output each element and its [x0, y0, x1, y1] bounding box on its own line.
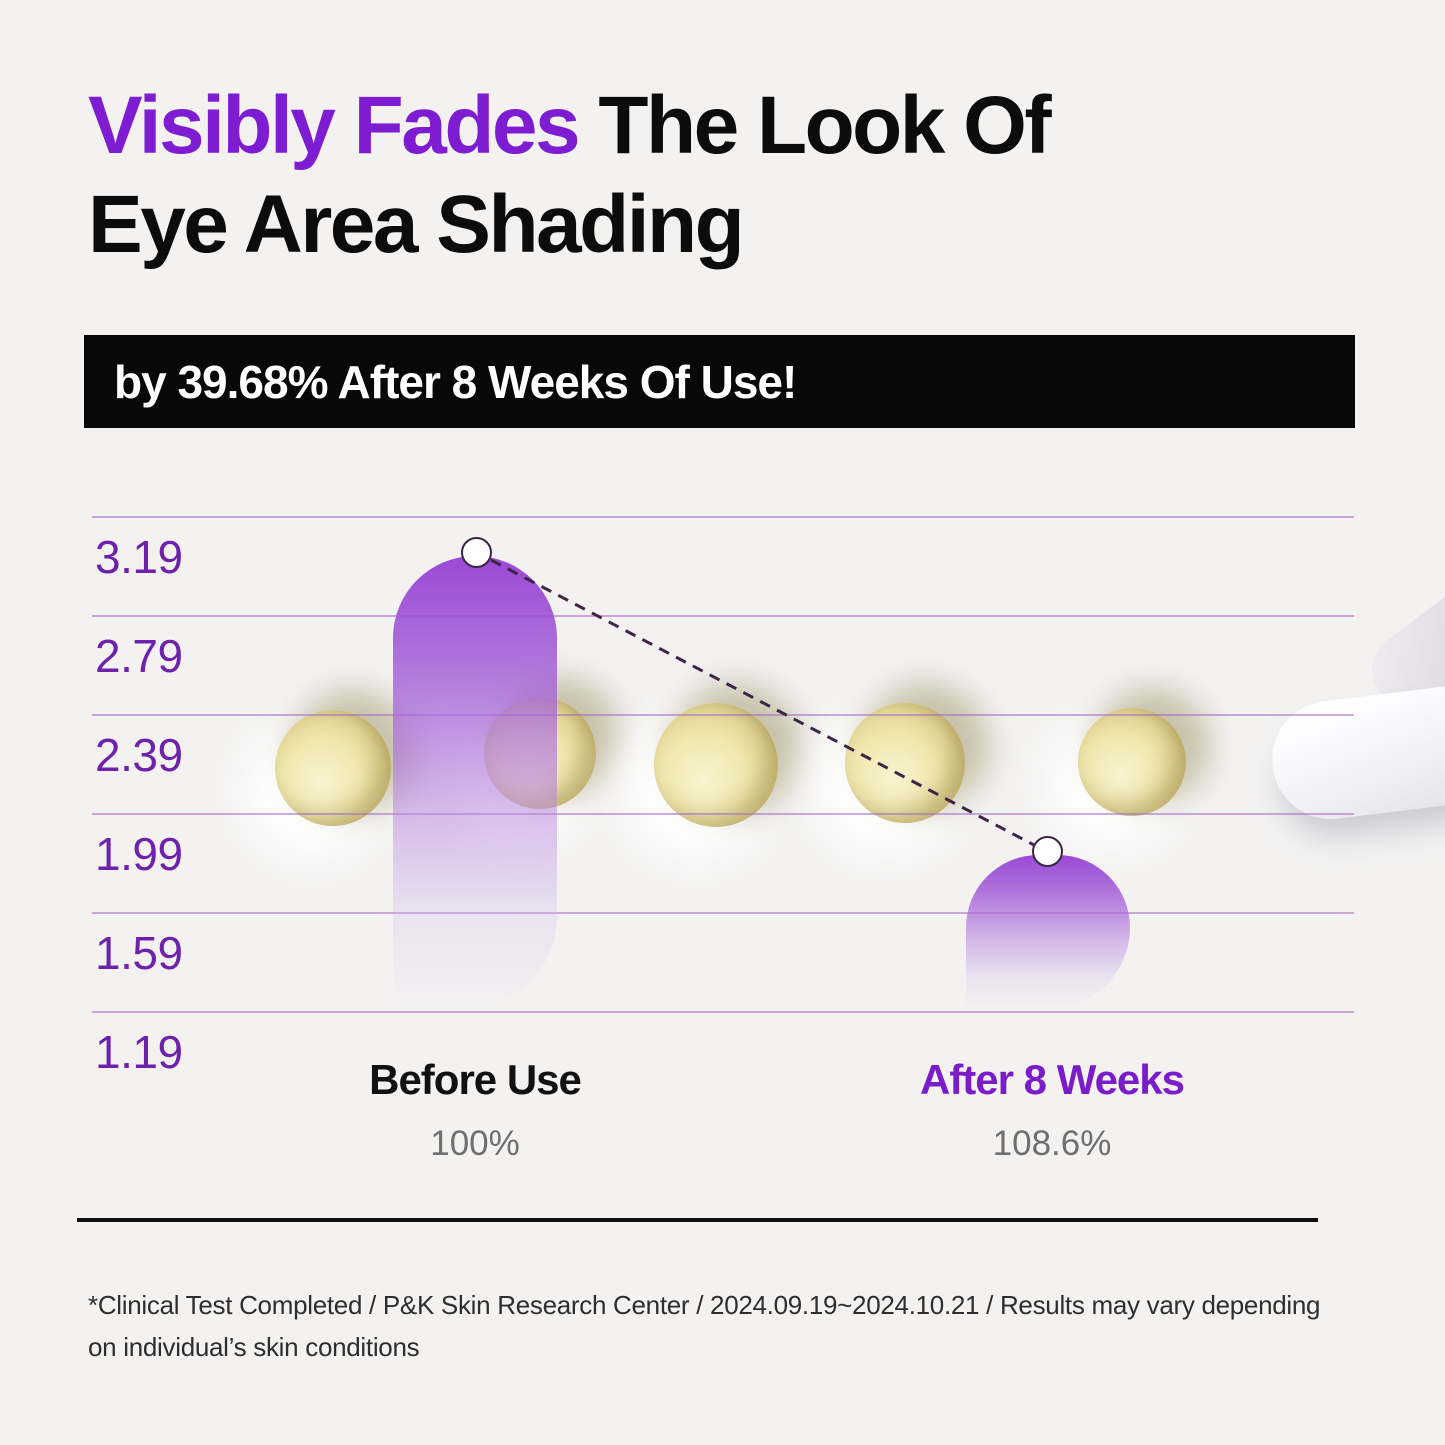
- y-axis-tick: 2.79: [95, 630, 183, 682]
- bar-before-use: [393, 556, 557, 1009]
- y-axis-tick: 1.59: [95, 927, 183, 979]
- data-point-after: [1032, 836, 1063, 867]
- gridline: [92, 615, 1354, 617]
- title-line2: Eye Area Shading: [88, 179, 745, 270]
- gridline: [92, 714, 1354, 716]
- footnote-line2: on individual’s skin conditions: [88, 1332, 420, 1362]
- applicator-tip-image: [1265, 680, 1445, 826]
- category-label-after: After 8 Weeks: [919, 1056, 1185, 1103]
- data-point-before: [461, 537, 492, 568]
- clinical-test-footnote: *Clinical Test Completed / P&K Skin Rese…: [88, 1284, 1348, 1368]
- page-title: Visibly Fades The Look Of Eye Area Shadi…: [88, 76, 1052, 274]
- title-highlight: Visibly Fades: [88, 80, 581, 171]
- claim-banner-text: by 39.68% After 8 Weeks Of Use!: [114, 355, 797, 408]
- title-rest: The Look Of: [578, 80, 1051, 171]
- gridline: [92, 1011, 1354, 1013]
- gridline: [92, 912, 1354, 914]
- y-axis-tick: 1.19: [95, 1026, 183, 1078]
- balm-dot-image: [845, 703, 965, 823]
- percent-label-before: 100%: [430, 1124, 520, 1163]
- balm-dot-image: [275, 710, 391, 826]
- gridline: [92, 813, 1354, 815]
- y-axis-tick: 2.39: [95, 729, 183, 781]
- footnote-line1: *Clinical Test Completed / P&K Skin Rese…: [88, 1290, 1321, 1320]
- footer-divider: [77, 1218, 1318, 1222]
- y-axis-tick: 1.99: [95, 828, 183, 880]
- claim-banner: by 39.68% After 8 Weeks Of Use!: [84, 335, 1355, 428]
- balm-dot-image: [1078, 708, 1186, 816]
- category-label-before: Before Use: [369, 1056, 582, 1103]
- gridline: [92, 516, 1354, 518]
- y-axis-tick: 3.19: [95, 531, 183, 583]
- bar-after-8-weeks: [966, 855, 1130, 1009]
- balm-dot-image: [654, 703, 778, 827]
- percent-label-after: 108.6%: [992, 1124, 1112, 1163]
